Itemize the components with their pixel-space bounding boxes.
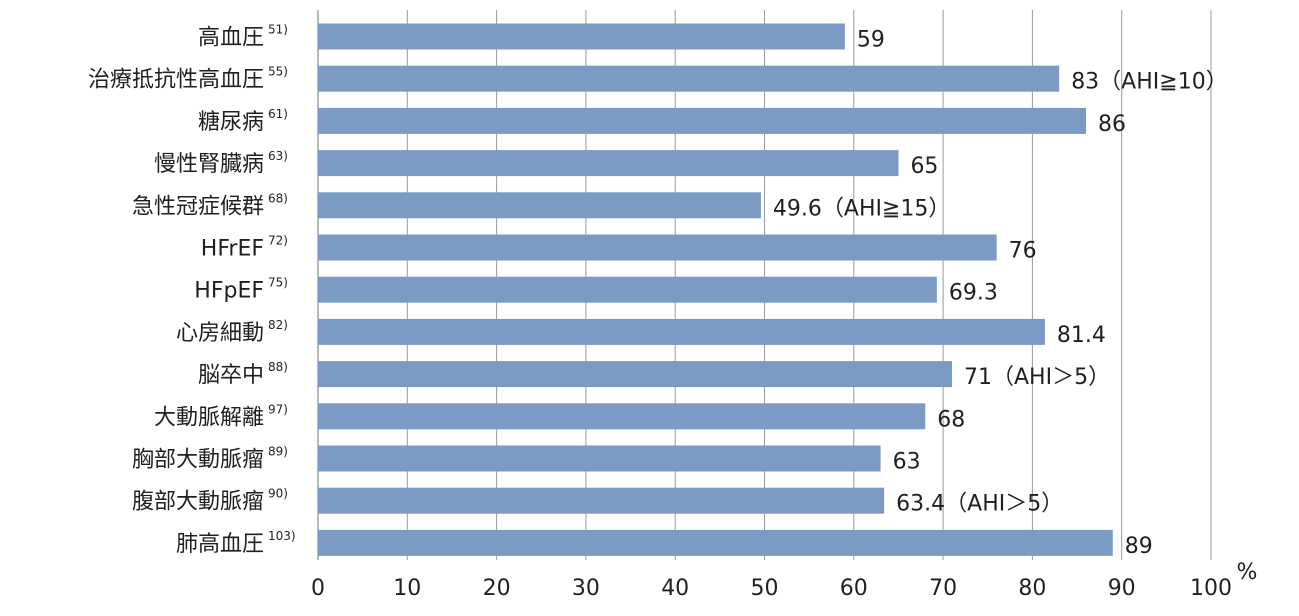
category-label: HFrEF [201, 237, 264, 262]
category-labels: 高血圧 51) 治療抵抗性高血圧 55) 糖尿病 61) 慢性腎臓病 63) 急性冠症候群 68)… [88, 23, 296, 557]
reference-superscript: 88) [268, 360, 288, 374]
reference-superscript: 63) [268, 149, 288, 163]
bar [318, 150, 899, 177]
x-tick-label: 90 [1108, 576, 1136, 601]
data-labels: 59 83（AHI≧10） 86 65 49.6（AHI≧15） 76 69.3 81.4 71… [773, 28, 1228, 559]
reference-superscript: 61) [268, 107, 288, 121]
x-tick-label: 40 [661, 576, 689, 601]
category-label: 慢性腎臓病 [154, 152, 264, 177]
bar [318, 234, 997, 261]
reference-superscript: 55) [268, 65, 288, 79]
bar [318, 107, 1086, 134]
x-tick-label: 70 [929, 576, 957, 601]
category-label: 急性冠症候群 [132, 194, 264, 219]
reference-superscript: 97) [268, 402, 288, 416]
bar [318, 403, 926, 430]
bar [318, 318, 1045, 345]
category-label: 肺高血圧 [176, 532, 264, 557]
data-label: 71（AHI＞5） [964, 365, 1110, 390]
bar [318, 192, 761, 219]
bar [318, 65, 1060, 92]
data-label: 81.4 [1057, 323, 1106, 348]
bar [318, 529, 1113, 556]
x-tick-label: 0 [311, 576, 325, 601]
reference-superscript: 75) [268, 276, 288, 290]
data-label: 59 [857, 28, 885, 53]
reference-superscript: 72) [268, 234, 288, 248]
data-label: 49.6（AHI≧15） [773, 196, 951, 221]
reference-superscript: 89) [268, 445, 288, 459]
bar [318, 23, 845, 50]
reference-superscript: 68) [268, 191, 288, 205]
category-label: 脳卒中 [198, 363, 264, 388]
reference-superscript: 51) [268, 23, 288, 37]
x-tick-label: 60 [840, 576, 868, 601]
category-label: 大動脈解離 [154, 405, 264, 430]
data-label: 89 [1125, 534, 1153, 559]
category-label: 腹部大動脈瘤 [132, 490, 264, 515]
x-tick-label: 50 [751, 576, 779, 601]
reference-superscript: 82) [268, 318, 288, 332]
data-label: 63.4（AHI＞5） [896, 492, 1063, 517]
x-tick-label: 10 [393, 576, 421, 601]
x-tick-label: 30 [572, 576, 600, 601]
reference-superscript: 103) [268, 529, 296, 543]
x-tick-labels: 0 10 20 30 40 50 60 70 80 90 100 [311, 576, 1232, 601]
x-tick-label: 20 [483, 576, 511, 601]
data-label: 68 [937, 407, 965, 432]
reference-superscript: 90) [268, 487, 288, 501]
x-tick-label: 100 [1190, 576, 1232, 601]
x-axis-unit: % [1237, 560, 1258, 585]
category-label: 胸部大動脈瘤 [132, 448, 264, 473]
data-label: 86 [1098, 112, 1126, 137]
category-label: 心房細動 [176, 321, 264, 346]
bars [318, 23, 1113, 556]
data-label: 76 [1009, 239, 1037, 264]
bar [318, 361, 953, 388]
category-label: 高血圧 [198, 26, 264, 51]
data-label: 69.3 [949, 281, 998, 306]
x-tick-label: 80 [1018, 576, 1046, 601]
category-label: 治療抵抗性高血圧 [88, 68, 264, 93]
data-label: 83（AHI≧10） [1071, 70, 1228, 95]
bar [318, 487, 885, 514]
bar [318, 276, 937, 303]
data-label: 63 [893, 450, 921, 475]
category-label: 糖尿病 [198, 110, 264, 135]
bar [318, 445, 881, 472]
data-label: 65 [910, 154, 938, 179]
category-label: HFpEF [194, 279, 264, 304]
